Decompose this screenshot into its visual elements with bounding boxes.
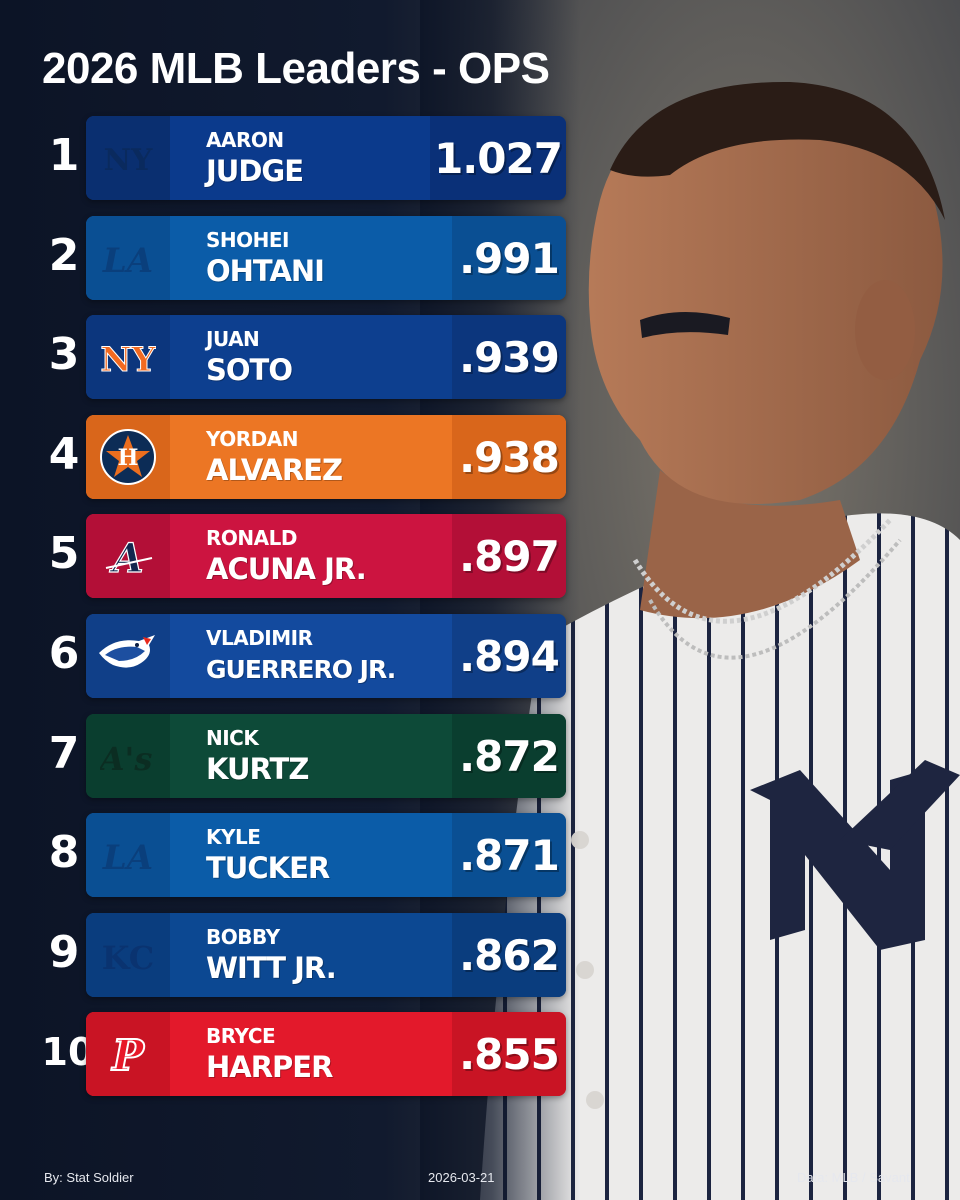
blue-jays-logo	[86, 614, 170, 698]
ops-value: .938	[459, 432, 560, 482]
ops-value: .991	[459, 233, 560, 283]
player-name: AARON JUDGE	[170, 116, 430, 200]
rank-number: 3	[48, 329, 80, 380]
svg-text:A's: A's	[100, 740, 152, 778]
photo-fade-overlay	[420, 0, 580, 1200]
rank-number: 6	[48, 628, 80, 679]
svg-text:P: P	[111, 1031, 145, 1080]
player-last-name: ALVAREZ	[206, 453, 343, 487]
phillies-logo: P	[86, 1012, 170, 1096]
ops-value: .871	[459, 830, 560, 880]
leaderboard-row: H YORDAN ALVAREZ .938	[86, 415, 566, 499]
ops-value-cell: .939	[452, 315, 566, 399]
ops-value-cell: .862	[452, 913, 566, 997]
ops-value-cell: .938	[452, 415, 566, 499]
dodgers-logo: LA	[86, 216, 170, 300]
ops-value: .872	[459, 731, 560, 781]
svg-text:A: A	[108, 535, 143, 582]
rank-number: 9	[48, 927, 80, 978]
credit-text: By: Stat Soldier	[44, 1170, 134, 1185]
player-first-name: NICK	[206, 726, 259, 750]
svg-text:NY: NY	[104, 143, 153, 178]
leaderboard-row: A RONALD ACUNA JR. .897	[86, 514, 566, 598]
ops-value-cell: .897	[452, 514, 566, 598]
date-text: 2026-03-21	[428, 1170, 495, 1185]
svg-text:NY: NY	[100, 340, 156, 380]
rank-number: 1	[48, 130, 80, 181]
player-first-name: BOBBY	[206, 925, 280, 949]
yankees-logo: NY	[86, 116, 170, 200]
player-name: KYLE TUCKER	[170, 813, 452, 897]
ops-value-cell: .991	[452, 216, 566, 300]
rank-number: 8	[48, 827, 80, 878]
rank-number: 10	[41, 1030, 95, 1074]
player-last-name: JUDGE	[206, 154, 304, 188]
ops-value-cell: .894	[452, 614, 566, 698]
source-text: Data: MLB / Savant	[797, 1170, 910, 1185]
braves-logo: A	[86, 514, 170, 598]
leaderboard-row: VLADIMIR GUERRERO JR. .894	[86, 614, 566, 698]
player-name: JUAN SOTO	[170, 315, 452, 399]
athletics-logo: A's	[86, 714, 170, 798]
ops-value-cell: .871	[452, 813, 566, 897]
ops-value: .939	[459, 332, 560, 382]
rank-number: 7	[48, 728, 80, 779]
player-last-name: SOTO	[206, 353, 293, 387]
player-name: SHOHEI OHTANI	[170, 216, 452, 300]
player-first-name: SHOHEI	[206, 228, 290, 252]
player-last-name: KURTZ	[206, 752, 309, 786]
leaderboard-row: LA SHOHEI OHTANI .991	[86, 216, 566, 300]
rank-number: 5	[48, 528, 80, 579]
player-name: BOBBY WITT JR.	[170, 913, 452, 997]
ops-value-cell: .872	[452, 714, 566, 798]
player-last-name: HARPER	[206, 1050, 333, 1084]
ops-value: .894	[459, 631, 560, 681]
rank-number: 2	[48, 230, 80, 281]
player-first-name: AARON	[206, 128, 284, 152]
mets-logo: NY	[86, 315, 170, 399]
dodgers-logo: LA	[86, 813, 170, 897]
ops-value: .897	[459, 531, 560, 581]
leaderboard-row: NY JUAN SOTO .939	[86, 315, 566, 399]
player-first-name: VLADIMIR	[206, 626, 313, 650]
player-name: NICK KURTZ	[170, 714, 452, 798]
ops-value-cell: 1.027	[430, 116, 566, 200]
rank-number: 4	[48, 429, 80, 480]
ops-value: 1.027	[434, 133, 563, 183]
royals-logo: KC	[86, 913, 170, 997]
player-name: RONALD ACUNA JR.	[170, 514, 452, 598]
leaderboard-row: KC BOBBY WITT JR. .862	[86, 913, 566, 997]
player-first-name: YORDAN	[206, 427, 299, 451]
player-first-name: JUAN	[206, 327, 260, 351]
leaderboard-row: LA KYLE TUCKER .871	[86, 813, 566, 897]
ops-value: .862	[459, 930, 560, 980]
astros-logo: H	[86, 415, 170, 499]
player-last-name: GUERRERO JR.	[206, 655, 396, 684]
player-last-name: WITT JR.	[206, 951, 337, 985]
leaderboard-row: A's NICK KURTZ .872	[86, 714, 566, 798]
player-first-name: KYLE	[206, 825, 261, 849]
player-photo	[420, 0, 960, 1200]
player-name: BRYCE HARPER	[170, 1012, 452, 1096]
player-last-name: ACUNA JR.	[206, 552, 367, 586]
page-title: 2026 MLB Leaders - OPS	[42, 44, 550, 93]
player-first-name: BRYCE	[206, 1024, 276, 1048]
svg-text:LA: LA	[102, 838, 153, 878]
ops-value: .855	[459, 1029, 560, 1079]
svg-text:H: H	[118, 445, 139, 471]
player-first-name: RONALD	[206, 526, 297, 550]
leaderboard-row: NY AARON JUDGE 1.027	[86, 116, 566, 200]
leaderboard-row: P BRYCE HARPER .855	[86, 1012, 566, 1096]
svg-text:LA: LA	[102, 241, 153, 281]
player-last-name: OHTANI	[206, 254, 325, 288]
player-name: VLADIMIR GUERRERO JR.	[170, 614, 452, 698]
ny-jersey-logo	[750, 760, 960, 950]
ops-value-cell: .855	[452, 1012, 566, 1096]
player-name: YORDAN ALVAREZ	[170, 415, 452, 499]
player-last-name: TUCKER	[206, 851, 330, 885]
svg-text:KC: KC	[102, 939, 154, 977]
